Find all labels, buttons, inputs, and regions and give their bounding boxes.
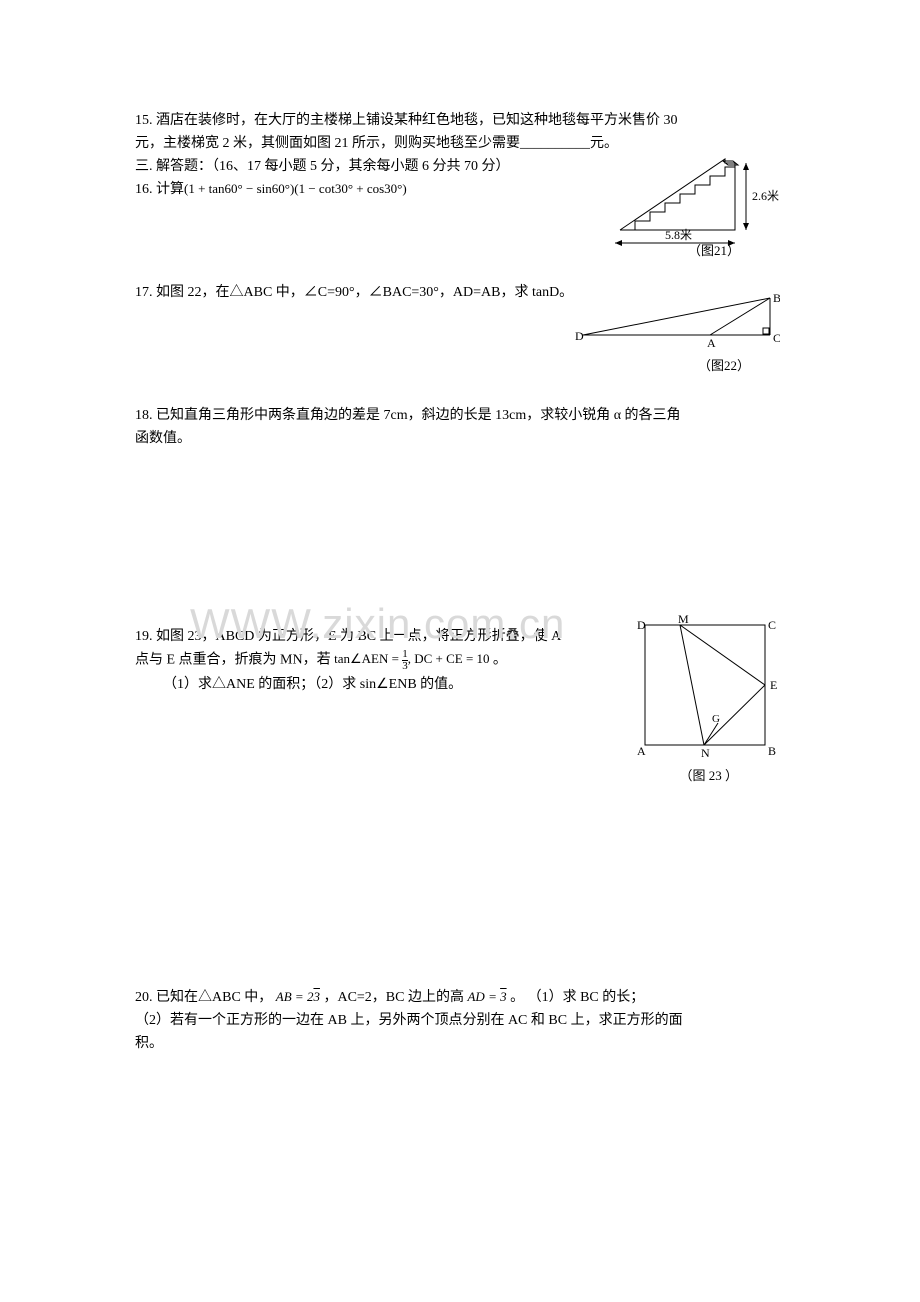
q19-end: 。 <box>493 652 507 667</box>
fig23-C: C <box>768 618 776 632</box>
fig22-D: D <box>575 329 584 343</box>
fig22-caption: （图22） <box>698 355 750 374</box>
fig21-height-label: 2.6米 <box>752 189 779 203</box>
fig23-E: E <box>770 678 777 692</box>
fig23-G: G <box>712 713 720 725</box>
q20-mid: ，AC=2，BC 边上的高 <box>323 990 464 1005</box>
fig21-svg: 5.8米 2.6米 <box>610 150 780 250</box>
q16-prefix: 16. 计算 <box>135 182 184 197</box>
fig23-A: A <box>637 744 646 758</box>
fig23-B: B <box>768 744 776 758</box>
q20-end: 。 （1）求 BC 的长； <box>510 990 644 1005</box>
page-content: 15. 酒店在装修时，在大厅的主楼梯上铺设某种红色地毯，已知这种地毯每平方米售价… <box>0 0 920 1054</box>
q16-formula: (1 + tan60° − sin60°)(1 − cot30° + cos30… <box>184 181 407 196</box>
q18-line2: 函数值。 <box>135 428 790 449</box>
q20-ab: AB = 23 <box>276 989 320 1004</box>
q15-line1: 15. 酒店在装修时，在大厅的主楼梯上铺设某种红色地毯，已知这种地毯每平方米售价… <box>135 110 790 131</box>
fig22-C: C <box>773 331 780 345</box>
fig22-A: A <box>707 336 716 350</box>
fig22-svg: D A B C <box>575 290 780 350</box>
q19-line3: （1）求△ANE 的面积；（2）求 sin∠ENB 的值。 <box>135 674 635 695</box>
fig23-D: D <box>637 618 646 632</box>
fig23-caption: （图 23 ） <box>679 765 738 784</box>
q20-line2: （2）若有一个正方形的一边在 AB 上，另外两个顶点分别在 AC 和 BC 上，… <box>135 1010 790 1031</box>
fig23-svg: G D M C E B N A <box>630 615 780 760</box>
fig23-N: N <box>701 746 710 760</box>
q20-line3: 积。 <box>135 1033 790 1054</box>
watermark-text: WWW.zixin.com.cn <box>190 600 565 648</box>
fig22-B: B <box>773 291 780 305</box>
q20-ad: AD = 3 <box>467 989 506 1004</box>
q18-line1: 18. 已知直角三角形中两条直角边的差是 7cm，斜边的长是 13cm，求较小锐… <box>135 405 790 426</box>
q20-pre: 20. 已知在△ABC 中， <box>135 990 272 1005</box>
q19-post: , DC + CE = 10 <box>408 651 490 666</box>
fig21-caption: （图21） <box>688 240 740 259</box>
q20-line1: 20. 已知在△ABC 中， AB = 23 ，AC=2，BC 边上的高 AD … <box>135 987 790 1008</box>
q19-tan: tan∠AEN = <box>334 651 402 666</box>
q20-block: 20. 已知在△ABC 中， AB = 23 ，AC=2，BC 边上的高 AD … <box>135 987 790 1054</box>
q19-pre: 点与 E 点重合，折痕为 MN，若 <box>135 652 331 667</box>
fig23-M: M <box>678 615 689 626</box>
q19-formula: tan∠AEN = 13, DC + CE = 10 <box>334 651 493 666</box>
q19-line2: 点与 E 点重合，折痕为 MN，若 tan∠AEN = 13, DC + CE … <box>135 649 635 672</box>
